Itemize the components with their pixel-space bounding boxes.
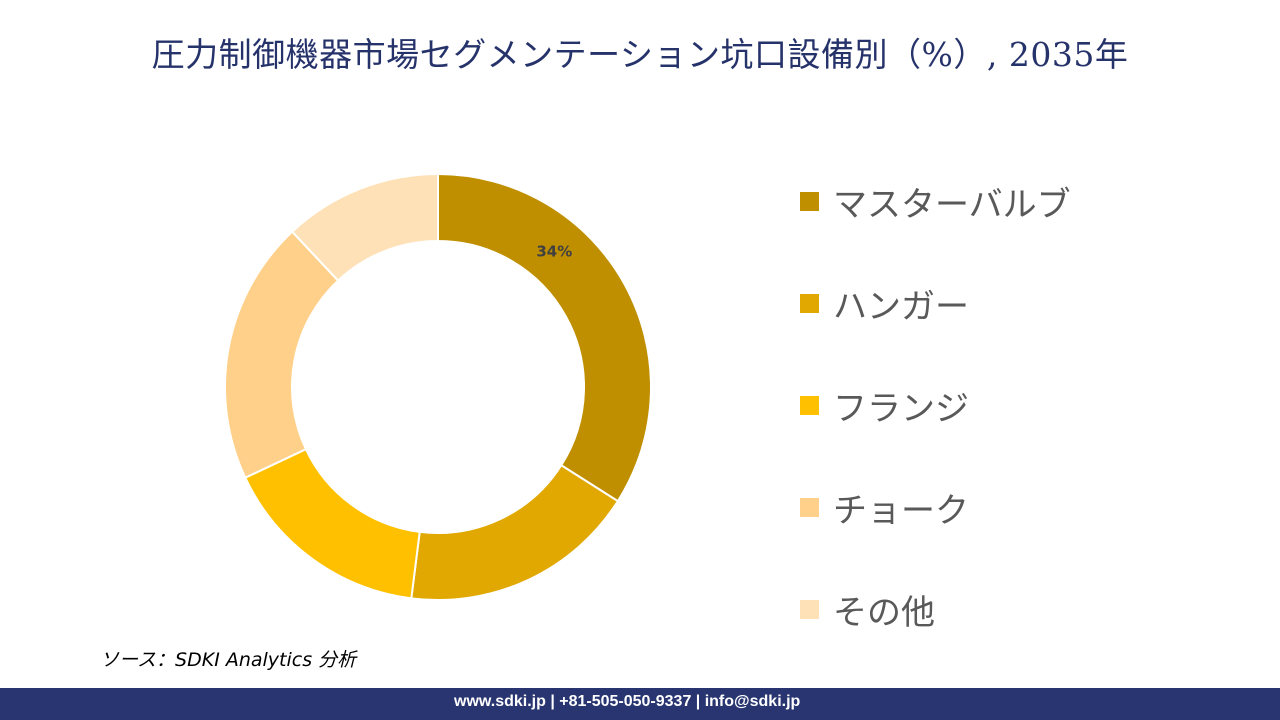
legend: マスターバルブ ハンガーフランジチョークその他 [800, 150, 1071, 660]
legend-item: チョーク [800, 456, 1071, 558]
donut-slice-4 [224, 230, 340, 480]
chart-title: 圧力制御機器市場セグメンテーション坑口設備別（%）, 2035年 [151, 35, 1129, 74]
legend-label: ハンガー [833, 286, 969, 327]
legend-item: ハンガー [800, 252, 1071, 354]
legend-label: その他 [833, 592, 935, 633]
data-label: 34% [536, 242, 572, 260]
legend-swatch [800, 293, 819, 313]
legend-label: チョーク [833, 490, 969, 531]
footer-bar: www.sdki.jp | +81-505-050-9337 | info@sd… [0, 688, 1280, 720]
legend-swatch [800, 191, 819, 211]
legend-item: マスターバルブ [800, 150, 1071, 252]
legend-label: フランジ [833, 388, 969, 429]
legend-item: フランジ [800, 354, 1071, 456]
legend-swatch [800, 497, 819, 517]
legend-label: マスターバルブ [833, 184, 1071, 225]
donut-slice-1 [437, 172, 652, 503]
donut-slice-2 [410, 463, 620, 601]
donut-slice-5 [290, 172, 439, 282]
source-note: ソース：SDKI Analytics 分析 [100, 649, 357, 671]
legend-swatch [800, 395, 819, 415]
legend-swatch [800, 599, 819, 619]
legend-item: その他 [800, 558, 1071, 660]
footer-contact: www.sdki.jp | +81-505-050-9337 | info@sd… [454, 693, 801, 710]
donut-slice-3 [243, 447, 421, 600]
